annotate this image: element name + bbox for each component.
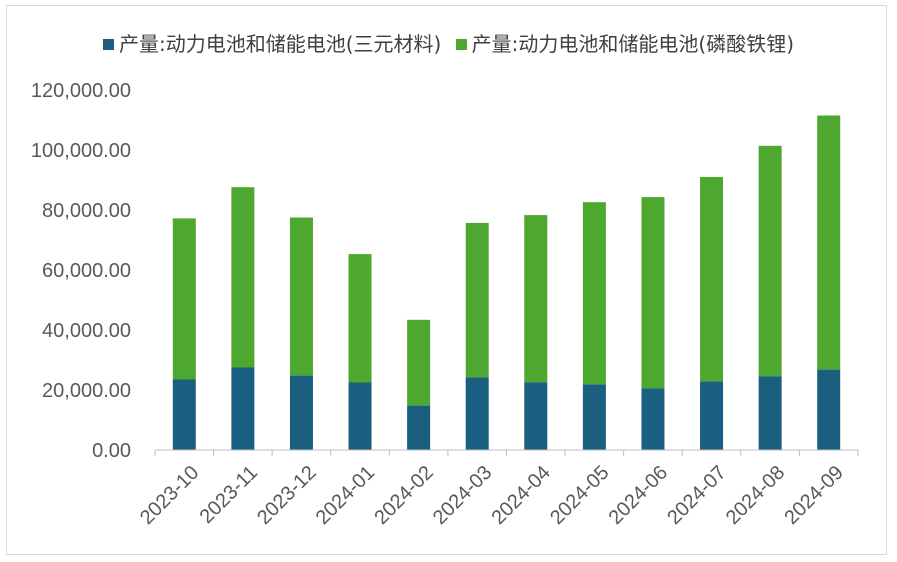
bar-segment-ternary bbox=[348, 382, 372, 450]
legend-label-ternary: 产量:动力电池和储能电池(三元材料) bbox=[118, 32, 442, 56]
x-tick-label: 2024-09 bbox=[780, 462, 847, 529]
bar-segment-lfp bbox=[700, 177, 724, 382]
x-tick-label: 2023-10 bbox=[136, 462, 203, 529]
x-tick-label: 2024-04 bbox=[487, 462, 554, 529]
bar-segment-lfp bbox=[524, 215, 548, 383]
bar-segment-ternary bbox=[524, 382, 548, 450]
bar-segment-ternary bbox=[465, 377, 489, 450]
legend-item-lfp: 产量:动力电池和储能电池(磷酸铁锂) bbox=[455, 28, 795, 57]
bar-segment-ternary bbox=[758, 376, 782, 450]
bar-segment-lfp bbox=[407, 319, 431, 406]
y-tick-label: 0.00 bbox=[92, 440, 131, 462]
x-tick-label: 2024-05 bbox=[546, 462, 613, 529]
y-tick-label: 60,000.00 bbox=[42, 260, 131, 282]
x-tick-label: 2024-01 bbox=[312, 462, 379, 529]
x-tick-label: 2024-02 bbox=[370, 462, 437, 529]
bar-segment-ternary bbox=[641, 388, 665, 450]
y-tick-label: 40,000.00 bbox=[42, 320, 131, 342]
bar-segment-ternary bbox=[172, 379, 196, 450]
legend-swatch-ternary bbox=[102, 39, 114, 50]
bar-segment-lfp bbox=[348, 254, 372, 383]
bar-segment-lfp bbox=[465, 222, 489, 378]
bar-segment-lfp bbox=[817, 115, 841, 370]
legend-swatch-lfp bbox=[455, 39, 467, 50]
bar-segment-lfp bbox=[231, 187, 255, 368]
bar-segment-ternary bbox=[700, 381, 724, 450]
bar-segment-ternary bbox=[231, 367, 255, 450]
y-tick-label: 100,000.00 bbox=[31, 140, 131, 162]
bar-segment-lfp bbox=[172, 218, 196, 380]
x-tick-label: 2024-06 bbox=[605, 462, 672, 529]
bar-segment-lfp bbox=[582, 202, 606, 385]
legend-label-lfp: 产量:动力电池和储能电池(磷酸铁锂) bbox=[471, 32, 795, 56]
bar-segment-ternary bbox=[817, 369, 841, 450]
x-tick-label: 2024-07 bbox=[663, 462, 730, 529]
y-tick-label: 120,000.00 bbox=[31, 80, 131, 102]
x-tick-label: 2023-12 bbox=[253, 462, 320, 529]
legend-item-ternary: 产量:动力电池和储能电池(三元材料) bbox=[102, 28, 442, 57]
chart-frame bbox=[6, 5, 887, 555]
bar-segment-ternary bbox=[289, 375, 313, 450]
x-tick-label: 2024-08 bbox=[722, 462, 789, 529]
y-tick-label: 80,000.00 bbox=[42, 200, 131, 222]
chart-legend: 产量:动力电池和储能电池(三元材料) 产量:动力电池和储能电池(磷酸铁锂) bbox=[0, 28, 897, 57]
bar-segment-ternary bbox=[407, 405, 431, 450]
bar-segment-lfp bbox=[758, 145, 782, 377]
y-tick-label: 20,000.00 bbox=[42, 380, 131, 402]
x-tick-label: 2024-03 bbox=[429, 462, 496, 529]
bar-segment-ternary bbox=[582, 384, 606, 450]
bar-segment-lfp bbox=[641, 197, 665, 389]
x-tick-label: 2023-11 bbox=[196, 462, 262, 528]
bar-segment-lfp bbox=[289, 217, 313, 376]
